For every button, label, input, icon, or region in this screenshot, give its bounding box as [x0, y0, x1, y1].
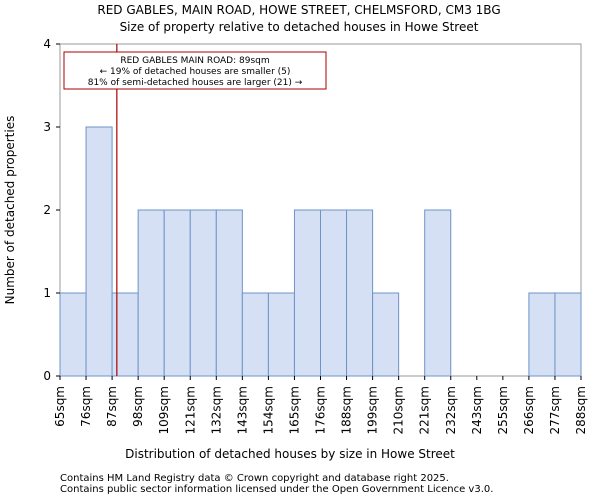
x-tick-label: 98sqm [131, 386, 145, 427]
bar-199sqm [372, 292, 400, 377]
x-tick-label: 221sqm [418, 386, 432, 434]
x-tick-label: 154sqm [261, 386, 275, 434]
bar-176sqm [320, 209, 348, 377]
x-tick-label: 232sqm [444, 386, 458, 434]
x-tick-label: 143sqm [235, 386, 249, 434]
y-tick-label: 3 [43, 120, 51, 134]
x-tick-label: 165sqm [287, 386, 301, 434]
bar-165sqm [293, 209, 322, 377]
x-axis-label: Distribution of detached houses by size … [125, 447, 455, 461]
x-tick-label: 121sqm [183, 386, 197, 434]
y-tick-label: 2 [43, 203, 51, 217]
x-tick-label: 243sqm [470, 386, 484, 434]
annotation-line-1: RED GABLES MAIN ROAD: 89sqm [120, 56, 269, 66]
chart-title: RED GABLES, MAIN ROAD, HOWE STREET, CHEL… [97, 3, 500, 17]
x-tick-label: 288sqm [574, 386, 588, 434]
x-tick-label: 277sqm [548, 386, 562, 434]
bar-65sqm [59, 292, 87, 377]
bar-132sqm [215, 209, 243, 377]
x-tick-label: 255sqm [496, 386, 510, 434]
bar-143sqm [241, 292, 269, 377]
y-tick-label: 4 [43, 37, 51, 51]
bar-221sqm [424, 209, 452, 377]
footer-line-2: Contains public sector information licen… [60, 484, 494, 495]
annotation-line-3: 81% of semi-detached houses are larger (… [88, 78, 303, 88]
y-axis-label: Number of detached properties [3, 116, 17, 305]
annotation-line-2: ← 19% of detached houses are smaller (5) [100, 67, 291, 77]
x-tick-label: 76sqm [79, 386, 93, 427]
y-tick-label: 0 [43, 369, 51, 383]
x-tick-label: 176sqm [314, 386, 328, 434]
x-tick-label: 87sqm [105, 386, 119, 427]
x-tick-label: 199sqm [366, 386, 380, 434]
bar-98sqm [137, 209, 165, 377]
bar-277sqm [554, 292, 582, 377]
bar-121sqm [189, 209, 217, 377]
bar-76sqm [85, 126, 113, 377]
x-tick-label: 65sqm [53, 386, 67, 427]
bar-266sqm [528, 292, 556, 377]
x-tick-label: 210sqm [392, 386, 406, 434]
x-tick-label: 266sqm [522, 386, 536, 434]
footer-line-1: Contains HM Land Registry data © Crown c… [60, 473, 449, 484]
bar-188sqm [346, 209, 374, 377]
x-tick-label: 132sqm [209, 386, 223, 434]
annotation-box [63, 51, 327, 90]
bar-109sqm [163, 209, 191, 377]
x-tick-label: 188sqm [340, 386, 354, 434]
bar-154sqm [267, 292, 295, 377]
x-tick-label: 109sqm [157, 386, 171, 434]
chart-subtitle: Size of property relative to detached ho… [120, 20, 479, 34]
bar-87sqm [111, 292, 139, 377]
y-tick-label: 1 [43, 286, 51, 300]
